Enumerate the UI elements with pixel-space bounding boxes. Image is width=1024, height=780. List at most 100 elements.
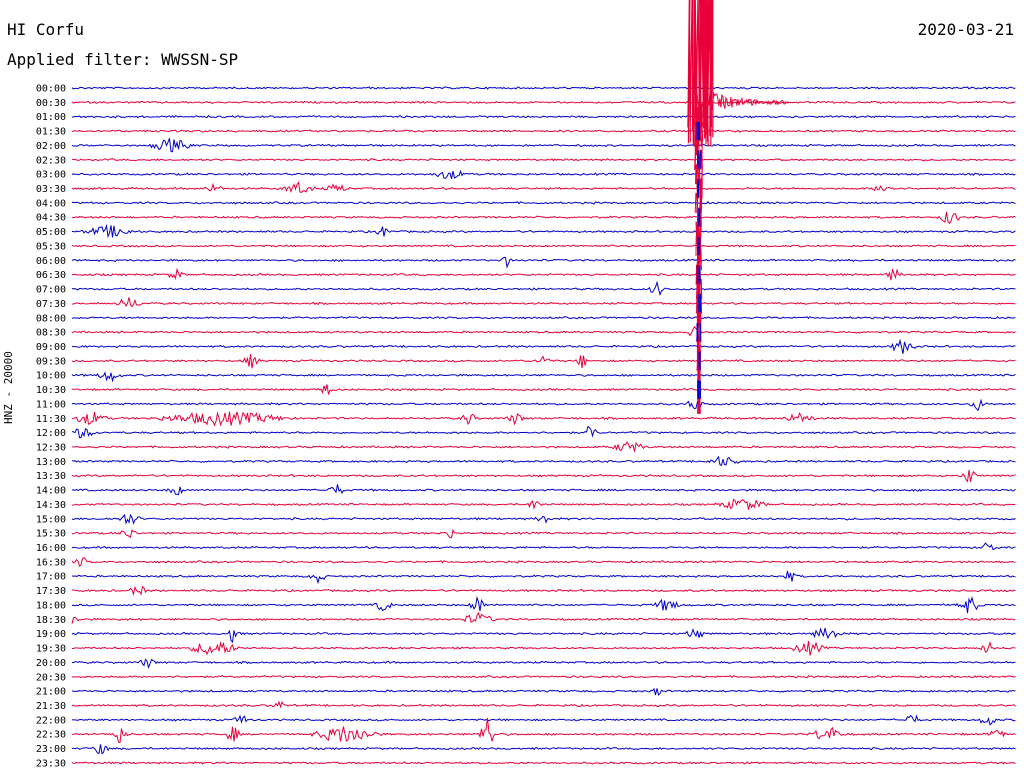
trace-row [71, 244, 1016, 248]
row-tick-label: 00:30 [36, 98, 66, 109]
trace-row [71, 315, 1016, 320]
trace-row [71, 211, 1016, 225]
filter-subtitle: Applied filter: WWSSN-SP [7, 50, 239, 69]
row-tick-label: 12:30 [36, 443, 66, 454]
trace-row [71, 86, 1016, 90]
row-tick-label: 11:00 [36, 399, 66, 410]
trace-row [71, 627, 1016, 644]
row-tick-label: 18:30 [36, 615, 66, 626]
trace-row [71, 700, 1016, 709]
row-tick-label: 09:00 [36, 342, 66, 353]
trace-row [71, 611, 1016, 624]
trace-row [71, 325, 1016, 337]
trace-row [72, 640, 1016, 656]
row-tick-label: 08:00 [36, 313, 66, 324]
trace-row [71, 425, 1016, 439]
quake-peak [687, 0, 714, 147]
row-tick-label: 16:00 [36, 543, 66, 554]
date-label: 2020-03-21 [917, 20, 1014, 39]
trace-row [71, 714, 1016, 726]
quake-overlap-band-blue [696, 122, 702, 399]
row-tick-label: 10:00 [36, 371, 66, 382]
trace-row [71, 469, 1016, 483]
trace-row [71, 158, 1016, 162]
row-tick-label: 21:30 [36, 701, 66, 712]
row-tick-label: 19:00 [36, 629, 66, 640]
row-tick-label: 15:00 [36, 514, 66, 525]
row-tick-label: 16:30 [36, 557, 66, 568]
trace-row [71, 570, 1016, 585]
row-tick-label: 21:00 [36, 687, 66, 698]
row-tick-label: 07:30 [36, 299, 66, 310]
row-tick-label: 01:30 [36, 127, 66, 138]
trace-row [71, 354, 1016, 369]
row-tick-label: 12:00 [36, 428, 66, 439]
trace-row [71, 267, 1016, 281]
row-tick-label: 20:00 [36, 658, 66, 669]
trace-row [72, 687, 1016, 696]
row-tick-label: 03:30 [36, 184, 66, 195]
trace-row [71, 513, 1016, 525]
trace-row [71, 169, 1016, 179]
trace-row [71, 371, 1016, 383]
trace-row [71, 338, 1016, 354]
trace-row [72, 658, 1016, 670]
row-tick-label: 02:00 [36, 141, 66, 152]
row-tick-label: 07:00 [36, 285, 66, 296]
row-tick-label: 17:00 [36, 572, 66, 583]
row-tick-label: 18:00 [36, 600, 66, 611]
trace-row [71, 129, 1016, 133]
trace-row [71, 398, 1016, 412]
row-tick-label: 02:30 [36, 155, 66, 166]
row-tick-label: 01:00 [36, 112, 66, 123]
trace-row [71, 384, 1016, 395]
row-tick-label: 10:30 [36, 385, 66, 396]
row-tick-label: 22:30 [36, 730, 66, 741]
row-tick-label: 09:30 [36, 356, 66, 367]
row-tick-label: 05:30 [36, 241, 66, 252]
trace-row [71, 100, 1016, 105]
trace-row [71, 138, 1016, 153]
trace-row [71, 440, 1016, 452]
row-tick-label: 14:30 [36, 500, 66, 511]
earthquake-signal [687, 0, 790, 414]
row-tick-label: 13:30 [36, 471, 66, 482]
row-tick-label: 06:30 [36, 270, 66, 281]
row-tick-label: 04:00 [36, 198, 66, 209]
trace-row [71, 717, 1016, 743]
trace-row [71, 674, 1016, 679]
trace-row [71, 280, 1016, 297]
row-tick-label: 04:30 [36, 213, 66, 224]
trace-row [71, 498, 1016, 510]
station-title: HI Corfu [7, 20, 85, 39]
row-tick-label: 14:00 [36, 486, 66, 497]
trace-row [71, 556, 1016, 568]
trace-row [72, 223, 1016, 239]
trace-row [71, 761, 1016, 765]
row-tick-label: 00:00 [36, 84, 66, 95]
row-tick-label: 22:00 [36, 715, 66, 726]
row-tick-label: 19:30 [36, 644, 66, 655]
trace-row [72, 114, 1016, 119]
trace-row [71, 585, 1016, 596]
row-tick-label: 13:00 [36, 457, 66, 468]
trace-row [71, 256, 1016, 269]
row-tick-label: 23:30 [36, 758, 66, 769]
trace-row [71, 528, 1016, 539]
trace-row [71, 411, 1016, 427]
row-tick-label: 06:00 [36, 256, 66, 267]
trace-row [72, 297, 1016, 308]
trace-row [71, 744, 1016, 755]
trace-row [71, 542, 1016, 551]
trace-row [71, 181, 1016, 193]
row-tick-label: 20:30 [36, 672, 66, 683]
row-tick-label: 08:30 [36, 328, 66, 339]
quake-coda [696, 91, 790, 115]
row-tick-label: 17:30 [36, 586, 66, 597]
trace-row [71, 595, 1016, 614]
row-tick-label: 03:00 [36, 170, 66, 181]
trace-row [71, 201, 1016, 205]
trace-row [71, 484, 1016, 496]
row-tick-label: 11:30 [36, 414, 66, 425]
